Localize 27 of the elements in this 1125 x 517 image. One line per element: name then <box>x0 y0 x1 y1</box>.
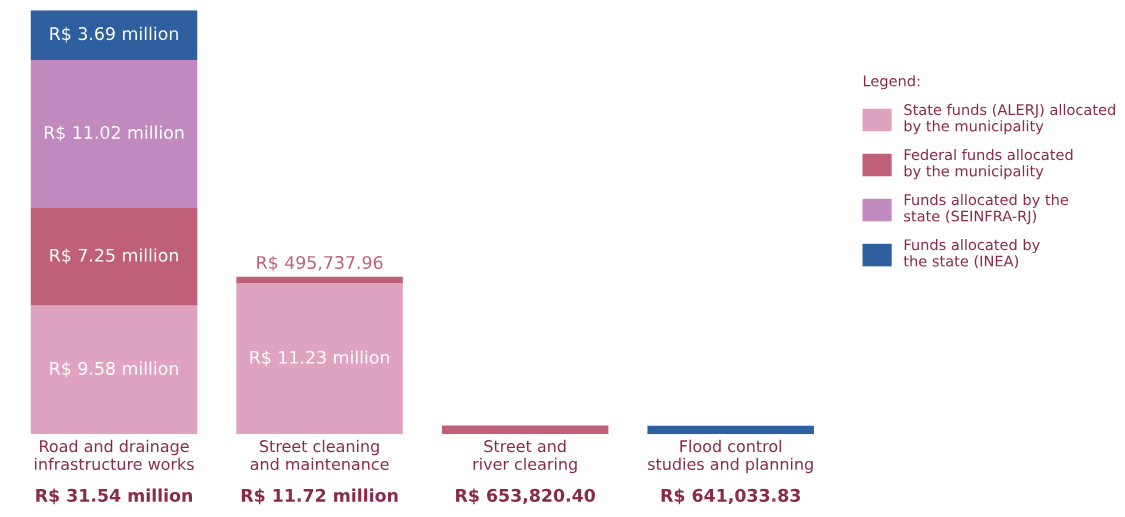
bar <box>30 10 198 60</box>
total-label: R$ 653,820.40 <box>456 488 595 505</box>
x-tick-label: Flood control studies and planning <box>648 439 813 474</box>
bar <box>236 276 403 284</box>
data-label: R$ 9.58 million <box>50 361 178 378</box>
bar <box>647 425 814 435</box>
legend-label: Funds allocated by the state (SEINFRA-RJ) <box>904 193 1069 225</box>
total-label: R$ 11.72 million <box>241 488 398 505</box>
bar <box>441 425 609 435</box>
bar <box>236 283 403 435</box>
bar <box>30 59 198 209</box>
bar <box>30 305 198 435</box>
data-label: R$ 11.02 million <box>44 125 184 142</box>
legend-title: Legend: <box>863 75 920 90</box>
total-label: R$ 641,033.83 <box>661 488 800 505</box>
x-tick-label: Road and drainage infrastructure works <box>35 439 194 471</box>
bar <box>30 208 198 306</box>
data-label: R$ 495,737.96 <box>257 255 383 272</box>
x-tick-label: Street and river clearing <box>473 439 577 474</box>
data-label: R$ 3.69 million <box>50 26 178 43</box>
data-label: R$ 7.25 million <box>50 248 178 265</box>
data-label: R$ 11.23 million <box>250 350 389 367</box>
legend-label: State funds (ALERJ) allocated by the municipality <box>904 103 1115 135</box>
legend-label: Federal funds allocated by the municipality <box>904 148 1073 180</box>
x-tick-label: Street cleaning and maintenance <box>250 439 389 471</box>
legend-label: Funds allocated by the state (INEA) <box>903 238 1040 269</box>
total-label: R$ 31.54 million <box>36 488 192 505</box>
